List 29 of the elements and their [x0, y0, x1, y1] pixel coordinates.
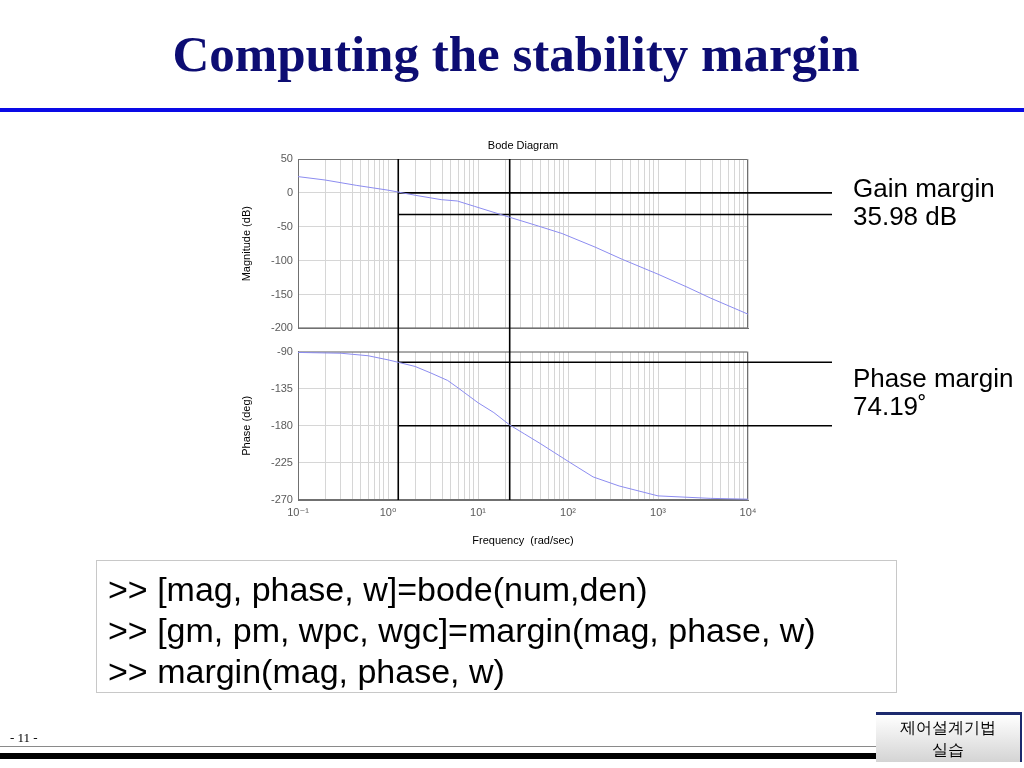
x-axis-title: Frequency (rad/sec): [472, 534, 574, 547]
x-tick-label: 10¹: [470, 505, 487, 518]
x-tick-label: 10²: [560, 505, 577, 518]
y-tick-label: -150: [270, 287, 293, 300]
text: Phase margin: [853, 363, 1014, 394]
x-tick-label: 10⁰: [379, 505, 397, 518]
x-tick-label: 10⁻¹: [287, 505, 310, 518]
footer-tab: 제어설계기법 실습: [876, 712, 1022, 762]
y-axis-title: Magnitude (dB): [239, 206, 252, 282]
y-tick-label: -270: [270, 493, 293, 506]
y-tick-label: 0: [286, 185, 293, 198]
x-tick-label: 10³: [650, 505, 667, 518]
text: - 11 -: [10, 730, 38, 745]
y-axis-title: Phase (deg): [239, 395, 252, 456]
y-tick-label: -135: [270, 381, 293, 394]
x-tick-label: 10⁴: [739, 505, 757, 518]
text: 35.98 dB: [853, 200, 958, 231]
y-tick-label: -200: [270, 321, 293, 334]
y-tick-label: -90: [277, 344, 293, 357]
y-tick-label: -100: [270, 253, 293, 266]
chart-title: Bode Diagram: [487, 139, 559, 152]
text: 74.19˚: [853, 391, 927, 422]
code-panel: >> [mag, phase, w]=bode(num,den) >> [gm, pm, wpc, wgc]=margin(mag, phase, w) >> margin(mag, phase, w): [96, 560, 897, 693]
text: Computing the stability margin: [172, 26, 860, 82]
text: Gain margin: [853, 172, 995, 203]
y-tick-label: -50: [277, 219, 293, 232]
y-tick-label: 50: [280, 152, 293, 165]
y-tick-label: -180: [270, 418, 293, 431]
y-tick-label: -225: [270, 455, 293, 468]
